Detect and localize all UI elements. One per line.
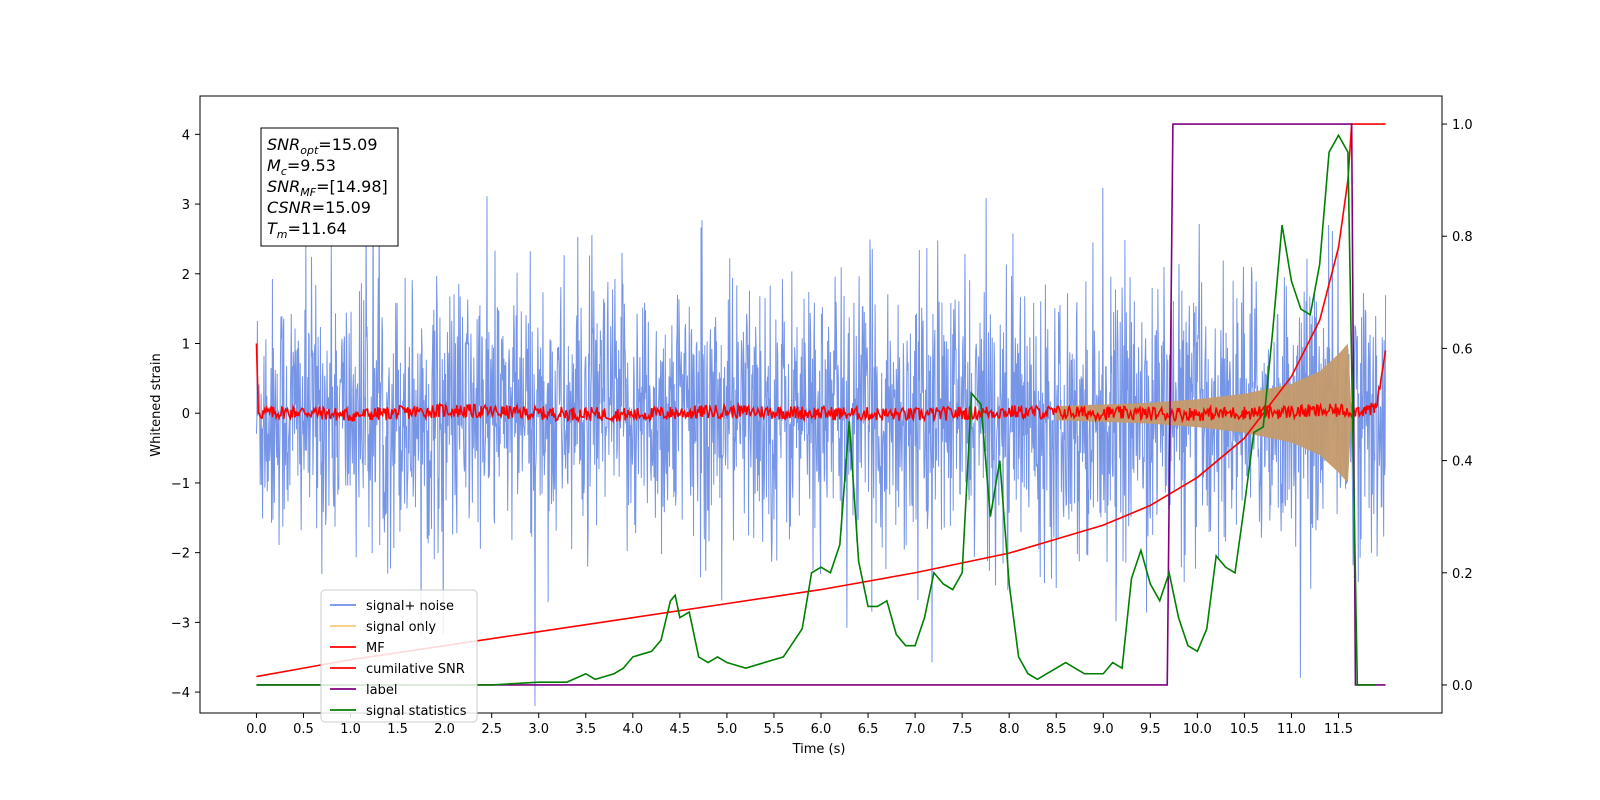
x-tick-label: 4.0 xyxy=(622,722,643,737)
y2-tick-label: 0.2 xyxy=(1452,567,1473,582)
y-tick-label: 2 xyxy=(182,268,190,283)
x-tick-label: 6.5 xyxy=(858,722,879,737)
x-tick-label: 0.0 xyxy=(246,722,267,737)
y2-tick-label: 0.8 xyxy=(1452,230,1473,245)
info-annotation-box: SNRopt=15.09Mc=9.53SNRMF=[14.98]CSNR=15.… xyxy=(260,127,399,247)
y-tick-label: −2 xyxy=(171,547,190,562)
info-line: Mc=9.53 xyxy=(267,156,336,178)
y2-tick-label: 0.0 xyxy=(1452,679,1473,694)
info-line: CSNR=15.09 xyxy=(267,198,371,217)
x-tick-label: 6.0 xyxy=(811,722,832,737)
info-line: SNRopt=15.09 xyxy=(267,135,378,157)
x-tick-label: 9.0 xyxy=(1093,722,1114,737)
x-tick-label: 8.5 xyxy=(1046,722,1067,737)
legend-entry: MF xyxy=(366,641,385,656)
legend-entry: signal only xyxy=(366,620,436,635)
series-mf xyxy=(255,343,1387,424)
x-tick-label: 11.0 xyxy=(1277,722,1306,737)
x-tick-label: 11.5 xyxy=(1324,722,1353,737)
info-line: Tm=11.64 xyxy=(267,219,347,241)
y-tick-label: 0 xyxy=(182,407,190,422)
y-tick-label: −1 xyxy=(171,477,190,492)
x-tick-label: 3.0 xyxy=(528,722,549,737)
x-tick-label: 0.5 xyxy=(293,722,314,737)
y-tick-label: −4 xyxy=(171,686,190,701)
x-tick-label: 7.5 xyxy=(952,722,973,737)
x-axis-label: Time (s) xyxy=(792,742,846,757)
y-tick-label: 4 xyxy=(182,128,190,143)
x-tick-label: 5.0 xyxy=(717,722,738,737)
y-tick-label: 1 xyxy=(182,337,190,352)
series-signal-noise xyxy=(255,161,1387,707)
legend-entry: cumilative SNR xyxy=(366,662,465,677)
y-axis-left: −4 −3 −2 −1 0 1 2 3 4 xyxy=(171,128,200,701)
x-tick-label: 7.0 xyxy=(905,722,926,737)
y-axis-label: Whitened strain xyxy=(149,353,164,456)
legend: signal+ noise signal only MF cumilative SNR… xyxy=(320,589,478,723)
x-tick-label: 5.5 xyxy=(764,722,785,737)
y2-tick-label: 1.0 xyxy=(1452,118,1473,133)
x-tick-label: 1.0 xyxy=(340,722,361,737)
legend-entry: signal+ noise xyxy=(366,599,454,614)
x-tick-label: 4.5 xyxy=(670,722,691,737)
legend-entry: label xyxy=(366,683,397,698)
y2-tick-label: 0.6 xyxy=(1452,342,1473,357)
x-tick-label: 1.5 xyxy=(387,722,408,737)
y2-tick-label: 0.4 xyxy=(1452,455,1473,470)
x-tick-label: 8.0 xyxy=(999,722,1020,737)
info-line: SNRMF=[14.98] xyxy=(267,177,388,199)
x-tick-label: 10.0 xyxy=(1183,722,1212,737)
y-tick-label: 3 xyxy=(182,198,190,213)
y-tick-label: −3 xyxy=(171,616,190,631)
y-axis-right: 0.0 0.2 0.4 0.6 0.8 1.0 xyxy=(1442,118,1473,694)
x-axis: 0.0 0.5 1.0 1.5 2.0 2.5 3.0 3.5 4.0 4.5 5.0 5.5 6.0 6… xyxy=(246,713,1353,737)
x-tick-label: 2.5 xyxy=(481,722,502,737)
x-tick-label: 10.5 xyxy=(1230,722,1259,737)
x-tick-label: 3.5 xyxy=(575,722,596,737)
series-signal-statistics xyxy=(256,133,1377,686)
x-tick-label: 9.5 xyxy=(1140,722,1161,737)
x-tick-label: 2.0 xyxy=(434,722,455,737)
legend-entry: signal statistics xyxy=(366,704,467,719)
